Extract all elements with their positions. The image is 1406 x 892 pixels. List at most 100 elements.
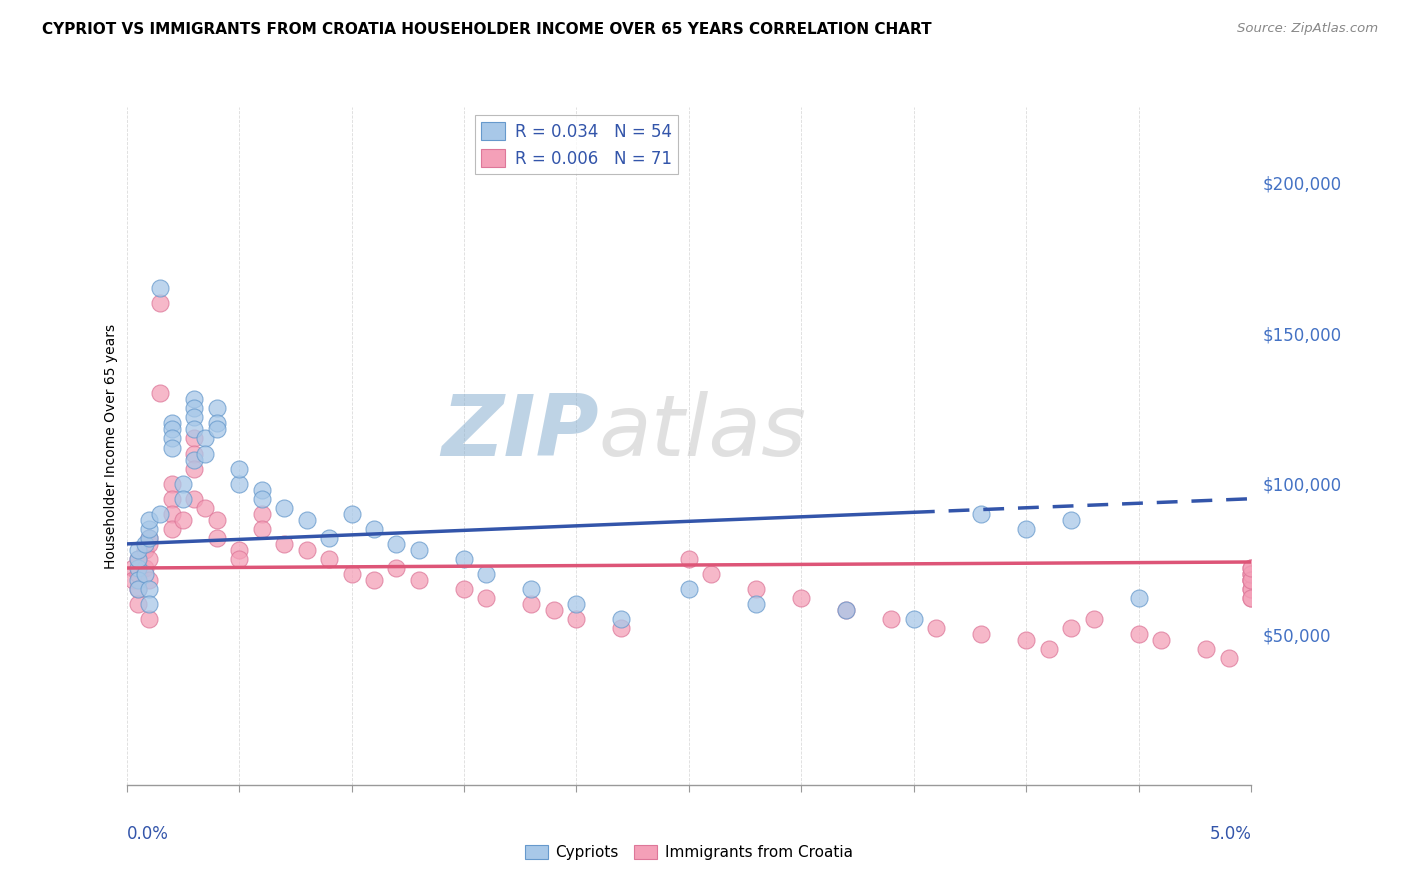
Point bbox=[340, 567, 363, 582]
Point bbox=[318, 531, 340, 545]
Point bbox=[453, 552, 475, 566]
Point bbox=[138, 513, 160, 527]
Point bbox=[138, 597, 160, 611]
Point bbox=[250, 483, 273, 497]
Point bbox=[138, 552, 160, 566]
Point bbox=[453, 582, 475, 596]
Point bbox=[340, 507, 363, 521]
Point bbox=[565, 612, 588, 626]
Y-axis label: Householder Income Over 65 years: Householder Income Over 65 years bbox=[104, 324, 118, 568]
Point bbox=[183, 392, 205, 407]
Point bbox=[1240, 582, 1263, 596]
Point bbox=[205, 422, 228, 436]
Point bbox=[228, 476, 250, 491]
Point bbox=[134, 567, 156, 582]
Point bbox=[160, 422, 183, 436]
Point bbox=[1195, 642, 1218, 657]
Point bbox=[149, 507, 172, 521]
Point bbox=[149, 296, 172, 310]
Point bbox=[194, 446, 217, 460]
Point bbox=[610, 621, 633, 635]
Point bbox=[194, 500, 217, 515]
Text: 5.0%: 5.0% bbox=[1209, 825, 1251, 843]
Point bbox=[1240, 573, 1263, 587]
Point bbox=[408, 543, 430, 558]
Point bbox=[1240, 573, 1263, 587]
Point bbox=[127, 543, 149, 558]
Point bbox=[228, 543, 250, 558]
Point bbox=[127, 567, 149, 582]
Point bbox=[880, 612, 903, 626]
Point bbox=[835, 603, 858, 617]
Point bbox=[160, 417, 183, 431]
Point bbox=[475, 591, 498, 606]
Point bbox=[127, 573, 149, 587]
Point bbox=[160, 522, 183, 536]
Point bbox=[700, 567, 723, 582]
Point bbox=[160, 476, 183, 491]
Point bbox=[1240, 591, 1263, 606]
Point bbox=[183, 461, 205, 475]
Point bbox=[138, 612, 160, 626]
Point bbox=[925, 621, 948, 635]
Point bbox=[1240, 567, 1263, 582]
Point bbox=[183, 452, 205, 467]
Point bbox=[183, 401, 205, 416]
Point bbox=[205, 531, 228, 545]
Point bbox=[250, 491, 273, 506]
Point bbox=[160, 507, 183, 521]
Point bbox=[127, 561, 149, 575]
Point bbox=[678, 582, 700, 596]
Point bbox=[127, 552, 149, 566]
Point bbox=[205, 401, 228, 416]
Point bbox=[127, 582, 149, 596]
Point bbox=[1240, 591, 1263, 606]
Point bbox=[835, 603, 858, 617]
Point bbox=[363, 573, 385, 587]
Point bbox=[408, 573, 430, 587]
Text: ZIP: ZIP bbox=[441, 391, 599, 474]
Point bbox=[385, 561, 408, 575]
Point bbox=[1060, 621, 1083, 635]
Point bbox=[134, 543, 156, 558]
Point bbox=[250, 522, 273, 536]
Point bbox=[1240, 573, 1263, 587]
Point bbox=[149, 386, 172, 401]
Point bbox=[543, 603, 565, 617]
Point bbox=[1015, 633, 1038, 648]
Point bbox=[205, 513, 228, 527]
Text: CYPRIOT VS IMMIGRANTS FROM CROATIA HOUSEHOLDER INCOME OVER 65 YEARS CORRELATION : CYPRIOT VS IMMIGRANTS FROM CROATIA HOUSE… bbox=[42, 22, 932, 37]
Point bbox=[970, 507, 993, 521]
Point bbox=[160, 491, 183, 506]
Point bbox=[1240, 582, 1263, 596]
Point bbox=[1128, 627, 1150, 641]
Point bbox=[1240, 561, 1263, 575]
Point bbox=[172, 513, 194, 527]
Point bbox=[1083, 612, 1105, 626]
Point bbox=[745, 597, 768, 611]
Point bbox=[172, 491, 194, 506]
Point bbox=[228, 552, 250, 566]
Point bbox=[122, 573, 145, 587]
Point bbox=[138, 531, 160, 545]
Point bbox=[138, 531, 160, 545]
Point bbox=[678, 552, 700, 566]
Point bbox=[318, 552, 340, 566]
Point bbox=[790, 591, 813, 606]
Point bbox=[183, 491, 205, 506]
Point bbox=[149, 281, 172, 295]
Point bbox=[1218, 651, 1240, 665]
Point bbox=[903, 612, 925, 626]
Point bbox=[183, 446, 205, 460]
Point bbox=[1060, 513, 1083, 527]
Point bbox=[610, 612, 633, 626]
Point bbox=[183, 410, 205, 425]
Point bbox=[138, 522, 160, 536]
Point bbox=[1038, 642, 1060, 657]
Point bbox=[1240, 561, 1263, 575]
Point bbox=[385, 537, 408, 551]
Point bbox=[122, 561, 145, 575]
Text: Source: ZipAtlas.com: Source: ZipAtlas.com bbox=[1237, 22, 1378, 36]
Point bbox=[520, 597, 543, 611]
Point bbox=[970, 627, 993, 641]
